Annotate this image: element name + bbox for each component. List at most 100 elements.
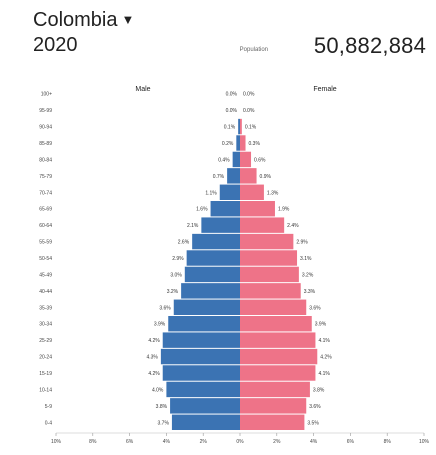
age-group-label: 60-64 [39, 223, 52, 229]
female-bar [240, 415, 304, 430]
male-bar [172, 415, 240, 430]
male-bar [163, 332, 240, 347]
female-value-label: 3.6% [309, 305, 321, 311]
age-labels-group: 100+95-9990-9485-8980-8475-7970-7465-696… [39, 92, 52, 427]
female-bar [240, 152, 251, 167]
age-group-label: 10-14 [39, 387, 52, 393]
x-tick-label: 6% [347, 439, 355, 445]
male-bar [238, 119, 240, 134]
age-group-label: 90-94 [39, 125, 52, 131]
male-value-label: 3.9% [154, 322, 166, 328]
male-bar [170, 398, 240, 413]
male-bar [192, 234, 240, 249]
female-value-label: 0.9% [260, 174, 272, 180]
male-bar [181, 283, 240, 298]
legend-female: Female [313, 86, 336, 93]
male-value-label: 1.1% [205, 190, 217, 196]
female-bar [240, 234, 293, 249]
male-value-label: 3.2% [167, 289, 179, 295]
male-value-label: 1.6% [196, 207, 208, 213]
male-bar [161, 349, 240, 364]
female-bar [240, 300, 306, 315]
age-group-label: 85-89 [39, 141, 52, 147]
female-value-label: 3.2% [302, 272, 314, 278]
country-name: Colombia [33, 9, 117, 31]
female-bar [240, 185, 264, 200]
age-group-label: 25-29 [39, 338, 52, 344]
female-value-label: 3.8% [313, 387, 325, 393]
male-bar [187, 250, 240, 265]
male-value-label: 4.2% [148, 371, 160, 377]
x-tick-label: 10% [419, 439, 430, 445]
female-value-label: 0.3% [249, 141, 261, 147]
age-group-label: 45-49 [39, 272, 52, 278]
male-bar [201, 217, 240, 232]
x-tick-label: 10% [51, 439, 62, 445]
population-label: Population [240, 47, 268, 53]
age-group-label: 35-39 [39, 305, 52, 311]
female-value-label: 4.1% [318, 371, 330, 377]
x-tick-label: 4% [163, 439, 171, 445]
female-bar [240, 217, 284, 232]
x-tick-label: 6% [126, 439, 134, 445]
age-group-label: 40-44 [39, 289, 52, 295]
female-bar [240, 365, 315, 380]
female-value-label: 3.5% [307, 420, 319, 426]
female-bar [240, 349, 317, 364]
female-bar [240, 382, 310, 397]
x-tick-label: 8% [384, 439, 392, 445]
female-value-label: 2.9% [296, 240, 308, 246]
female-bar [240, 201, 275, 216]
male-value-label: 4.2% [148, 338, 160, 344]
female-bar [240, 267, 299, 282]
female-value-label: 1.3% [267, 190, 279, 196]
population-value: 50,882,884 [314, 33, 426, 59]
x-tick-label: 2% [200, 439, 208, 445]
male-value-label: 0.0% [226, 108, 238, 114]
age-group-label: 55-59 [39, 240, 52, 246]
x-tick-label: 8% [89, 439, 97, 445]
female-bar [240, 119, 242, 134]
female-bar [240, 332, 315, 347]
age-group-label: 15-19 [39, 371, 52, 377]
male-value-label: 4.0% [152, 387, 164, 393]
female-value-label: 0.1% [245, 125, 257, 131]
country-selector[interactable]: Colombia ▼ [33, 9, 134, 32]
age-group-label: 80-84 [39, 157, 52, 163]
male-bar [227, 168, 240, 183]
bars-group [161, 119, 317, 430]
female-bar [240, 316, 312, 331]
female-bar [240, 250, 297, 265]
male-value-label: 0.7% [213, 174, 225, 180]
age-group-label: 75-79 [39, 174, 52, 180]
male-bar [166, 382, 240, 397]
male-value-label: 0.2% [222, 141, 234, 147]
age-group-label: 30-34 [39, 322, 52, 328]
male-bar [174, 300, 240, 315]
female-value-label: 0.0% [243, 92, 255, 98]
legend-male: Male [135, 86, 150, 93]
year-label: 2020 [33, 34, 78, 57]
x-axis: 10% 8% 6% 4% 2% 0% 2% 4% 6% 8% 10% [51, 433, 430, 445]
female-value-label: 3.1% [300, 256, 312, 262]
female-value-label: 3.3% [304, 289, 316, 295]
female-bar [240, 283, 301, 298]
male-bar [236, 135, 240, 150]
female-value-label: 1.9% [278, 207, 290, 213]
female-bar [240, 168, 257, 183]
female-value-label: 0.0% [243, 108, 255, 114]
male-bar [233, 152, 240, 167]
x-tick-label: 0% [236, 439, 244, 445]
male-value-label: 0.1% [224, 125, 236, 131]
male-value-label: 0.0% [226, 92, 238, 98]
male-bar [220, 185, 240, 200]
male-bar [163, 365, 240, 380]
age-group-label: 0-4 [45, 420, 52, 426]
male-value-label: 2.6% [178, 240, 190, 246]
age-group-label: 70-74 [39, 190, 52, 196]
female-value-label: 0.6% [254, 157, 266, 163]
female-value-label: 3.9% [315, 322, 327, 328]
male-value-label: 0.4% [218, 157, 230, 163]
male-value-label: 3.8% [156, 404, 168, 410]
population-pyramid-chart: 0.0% 0.0% 0.0% 0.0% 0.1% 0.1% 0.2% 0.3% 0.4% 0.6%… [0, 70, 436, 455]
